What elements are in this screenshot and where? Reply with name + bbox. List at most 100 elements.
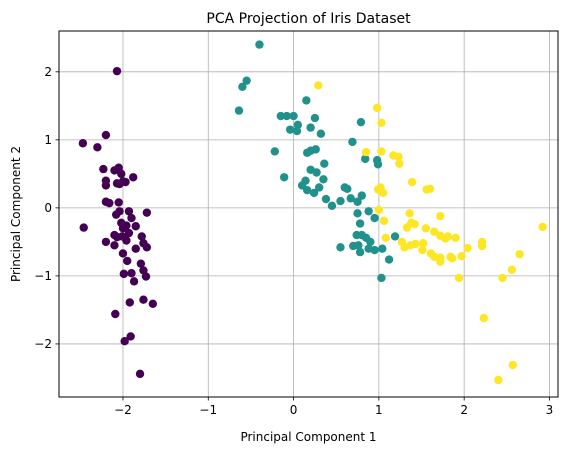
data-point xyxy=(101,130,111,140)
data-point xyxy=(418,245,427,255)
data-point xyxy=(436,211,445,221)
data-point xyxy=(79,223,88,232)
data-point xyxy=(292,126,302,136)
data-point xyxy=(101,181,111,190)
data-point xyxy=(421,224,430,233)
data-point xyxy=(479,313,488,323)
data-point xyxy=(355,219,365,228)
data-point xyxy=(93,143,102,152)
x-tick-label: 2 xyxy=(460,403,468,417)
data-point xyxy=(118,224,128,233)
data-point xyxy=(136,259,146,268)
data-point xyxy=(131,244,140,253)
data-point xyxy=(120,337,129,346)
y-tick-label: −2 xyxy=(34,337,52,351)
data-point xyxy=(402,223,412,232)
data-point xyxy=(451,233,460,243)
data-point xyxy=(410,220,419,229)
data-point xyxy=(110,241,119,250)
data-point xyxy=(419,239,428,248)
data-points xyxy=(78,40,547,385)
data-point xyxy=(139,295,148,304)
data-point xyxy=(370,213,379,223)
data-point xyxy=(357,191,367,200)
data-point xyxy=(279,173,289,182)
data-point xyxy=(311,145,320,154)
data-point xyxy=(361,147,371,157)
data-point xyxy=(302,96,311,105)
data-point xyxy=(361,154,370,164)
data-point xyxy=(356,117,366,127)
data-point xyxy=(306,123,315,132)
data-point xyxy=(378,244,387,253)
data-point xyxy=(436,257,445,266)
data-point xyxy=(507,265,517,274)
chart-title: PCA Projection of Iris Dataset xyxy=(206,11,411,27)
data-point xyxy=(314,183,324,192)
data-point xyxy=(457,251,466,261)
data-point xyxy=(374,205,384,215)
data-point xyxy=(142,208,152,217)
data-point xyxy=(378,188,388,198)
y-tick-label: −1 xyxy=(34,269,52,283)
x-tick-label: 3 xyxy=(546,403,554,417)
data-point xyxy=(99,164,108,174)
data-point xyxy=(112,66,122,76)
data-point xyxy=(340,183,349,192)
data-point xyxy=(364,207,373,216)
data-point xyxy=(127,213,136,223)
data-point xyxy=(255,40,264,49)
data-point xyxy=(310,113,320,123)
data-point xyxy=(390,232,400,241)
data-point xyxy=(411,239,420,249)
data-point xyxy=(346,194,355,203)
data-point xyxy=(316,129,326,138)
data-point xyxy=(127,268,136,278)
data-point xyxy=(372,103,382,113)
x-tick-label: 1 xyxy=(375,403,383,417)
x-axis-ticks: −2 −1 0 1 2 3 xyxy=(114,397,553,417)
data-point xyxy=(314,81,323,90)
data-point xyxy=(349,241,358,251)
data-point xyxy=(538,222,547,232)
y-axis-label: Principal Component 2 xyxy=(9,146,23,282)
data-point xyxy=(117,169,126,179)
data-point xyxy=(321,194,331,204)
data-point xyxy=(494,375,503,385)
data-point xyxy=(118,249,128,258)
data-point xyxy=(137,232,146,241)
y-tick-label: 0 xyxy=(44,201,52,215)
data-point xyxy=(353,209,362,218)
data-point xyxy=(126,332,135,341)
data-point xyxy=(395,159,404,168)
data-point xyxy=(122,236,131,245)
data-point xyxy=(282,111,291,121)
data-point xyxy=(141,272,151,281)
data-point xyxy=(366,237,375,247)
data-point xyxy=(443,232,453,241)
data-point xyxy=(370,245,379,255)
y-axis-ticks: −2 −1 0 1 2 xyxy=(34,65,59,351)
data-point xyxy=(303,185,312,195)
data-point xyxy=(125,298,134,307)
data-point xyxy=(131,222,140,231)
data-point xyxy=(384,255,394,264)
data-point xyxy=(377,147,386,156)
data-point xyxy=(348,137,357,147)
data-point xyxy=(454,273,464,283)
data-point xyxy=(319,175,328,184)
data-point xyxy=(124,228,134,238)
data-point xyxy=(448,254,457,263)
data-point xyxy=(336,243,345,252)
data-point xyxy=(463,243,472,253)
data-point xyxy=(405,209,414,218)
data-point xyxy=(425,184,435,194)
data-point xyxy=(276,111,285,121)
plot-frame xyxy=(58,30,559,398)
data-point xyxy=(129,173,138,182)
x-axis-label: Principal Component 1 xyxy=(240,430,376,444)
data-point xyxy=(355,247,365,257)
data-point xyxy=(293,120,303,130)
